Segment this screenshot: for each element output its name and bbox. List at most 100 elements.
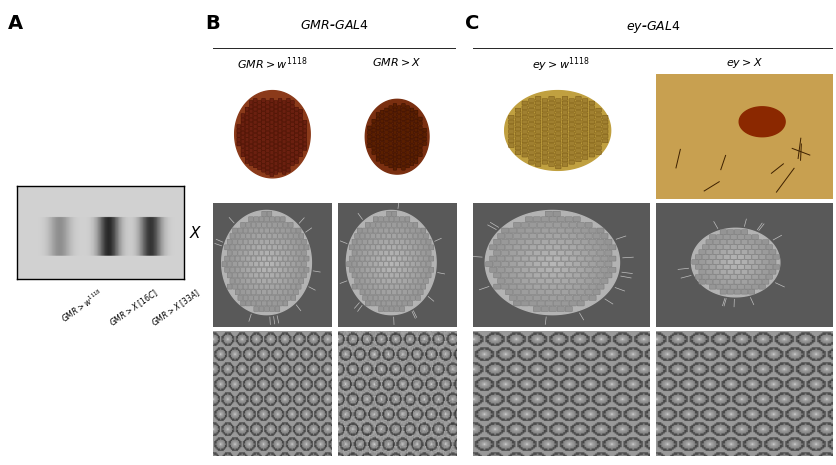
FancyBboxPatch shape (275, 262, 279, 267)
FancyBboxPatch shape (370, 256, 375, 261)
FancyBboxPatch shape (733, 270, 740, 274)
FancyBboxPatch shape (357, 262, 362, 267)
FancyBboxPatch shape (396, 256, 401, 261)
FancyBboxPatch shape (272, 301, 277, 306)
FancyBboxPatch shape (389, 155, 392, 159)
FancyBboxPatch shape (267, 301, 272, 306)
FancyBboxPatch shape (278, 159, 282, 163)
Polygon shape (655, 74, 832, 199)
FancyBboxPatch shape (407, 267, 412, 272)
FancyBboxPatch shape (294, 151, 298, 155)
FancyBboxPatch shape (533, 284, 540, 289)
FancyBboxPatch shape (368, 239, 372, 244)
FancyBboxPatch shape (266, 148, 269, 153)
FancyBboxPatch shape (257, 166, 261, 170)
FancyBboxPatch shape (608, 267, 615, 272)
FancyBboxPatch shape (544, 222, 552, 227)
FancyBboxPatch shape (262, 146, 265, 150)
FancyBboxPatch shape (270, 142, 273, 146)
FancyBboxPatch shape (525, 262, 532, 267)
FancyBboxPatch shape (290, 157, 294, 161)
FancyBboxPatch shape (535, 96, 540, 100)
FancyBboxPatch shape (509, 251, 516, 255)
FancyBboxPatch shape (415, 295, 420, 300)
FancyBboxPatch shape (384, 284, 388, 289)
FancyBboxPatch shape (389, 159, 392, 163)
FancyBboxPatch shape (257, 109, 261, 113)
FancyBboxPatch shape (401, 126, 405, 130)
FancyBboxPatch shape (765, 275, 772, 279)
FancyBboxPatch shape (415, 273, 420, 278)
FancyBboxPatch shape (262, 279, 266, 284)
FancyBboxPatch shape (758, 255, 764, 259)
FancyBboxPatch shape (405, 110, 409, 114)
FancyBboxPatch shape (380, 151, 384, 154)
FancyBboxPatch shape (528, 301, 536, 306)
FancyBboxPatch shape (405, 155, 409, 159)
FancyBboxPatch shape (251, 279, 256, 284)
FancyBboxPatch shape (695, 255, 701, 259)
FancyBboxPatch shape (772, 265, 778, 269)
FancyBboxPatch shape (602, 115, 607, 119)
FancyBboxPatch shape (576, 301, 584, 306)
FancyBboxPatch shape (562, 125, 567, 129)
FancyBboxPatch shape (568, 155, 573, 159)
FancyBboxPatch shape (286, 112, 290, 115)
FancyBboxPatch shape (582, 113, 587, 117)
FancyBboxPatch shape (568, 113, 573, 117)
FancyBboxPatch shape (286, 99, 290, 102)
FancyBboxPatch shape (698, 270, 705, 274)
FancyBboxPatch shape (596, 239, 604, 244)
FancyBboxPatch shape (521, 233, 528, 239)
FancyBboxPatch shape (257, 144, 261, 148)
FancyBboxPatch shape (393, 121, 396, 125)
FancyBboxPatch shape (389, 217, 394, 222)
FancyBboxPatch shape (755, 250, 761, 254)
FancyBboxPatch shape (354, 279, 359, 284)
FancyBboxPatch shape (296, 228, 301, 233)
FancyBboxPatch shape (364, 301, 370, 306)
FancyBboxPatch shape (604, 273, 611, 278)
FancyBboxPatch shape (589, 106, 594, 110)
FancyBboxPatch shape (568, 301, 575, 306)
FancyBboxPatch shape (418, 279, 423, 284)
FancyBboxPatch shape (716, 275, 722, 279)
FancyBboxPatch shape (370, 245, 375, 250)
FancyBboxPatch shape (555, 155, 560, 159)
FancyBboxPatch shape (235, 279, 240, 284)
FancyBboxPatch shape (267, 267, 272, 272)
FancyBboxPatch shape (522, 111, 527, 114)
FancyBboxPatch shape (241, 140, 244, 144)
FancyBboxPatch shape (580, 239, 588, 244)
FancyBboxPatch shape (253, 151, 257, 155)
FancyBboxPatch shape (257, 131, 261, 135)
FancyBboxPatch shape (521, 222, 528, 227)
FancyBboxPatch shape (285, 295, 290, 300)
FancyBboxPatch shape (568, 151, 573, 155)
FancyBboxPatch shape (267, 211, 272, 216)
FancyBboxPatch shape (580, 228, 588, 233)
FancyBboxPatch shape (542, 151, 547, 155)
FancyBboxPatch shape (544, 279, 552, 284)
FancyBboxPatch shape (602, 125, 607, 129)
FancyBboxPatch shape (741, 230, 747, 234)
FancyBboxPatch shape (380, 124, 384, 127)
FancyBboxPatch shape (521, 245, 528, 250)
FancyBboxPatch shape (364, 256, 370, 261)
FancyBboxPatch shape (270, 125, 273, 128)
FancyBboxPatch shape (548, 163, 553, 166)
FancyBboxPatch shape (517, 284, 524, 289)
FancyBboxPatch shape (535, 111, 540, 114)
FancyBboxPatch shape (528, 127, 533, 131)
FancyBboxPatch shape (275, 306, 279, 312)
FancyBboxPatch shape (401, 131, 405, 134)
FancyBboxPatch shape (386, 222, 390, 227)
FancyBboxPatch shape (290, 140, 294, 144)
FancyBboxPatch shape (389, 164, 392, 168)
FancyBboxPatch shape (286, 107, 290, 111)
FancyBboxPatch shape (730, 275, 737, 279)
FancyBboxPatch shape (266, 135, 269, 140)
FancyBboxPatch shape (584, 279, 591, 284)
FancyBboxPatch shape (270, 112, 273, 115)
FancyBboxPatch shape (555, 160, 560, 164)
